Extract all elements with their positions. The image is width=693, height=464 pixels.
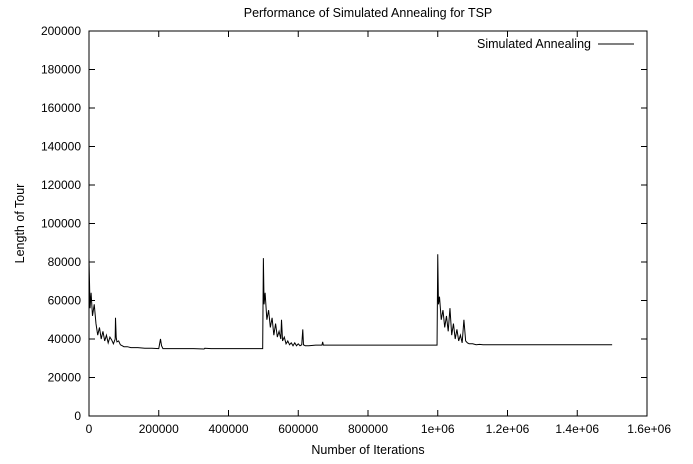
x-tick-label: 800000 [348, 422, 388, 436]
y-tick-label: 0 [74, 409, 81, 423]
chart-title: Performance of Simulated Annealing for T… [244, 6, 493, 20]
y-tick-label: 140000 [41, 140, 81, 154]
y-tick-label: 160000 [41, 101, 81, 115]
x-tick-label: 1.2e+06 [486, 422, 530, 436]
x-tick-label: 400000 [208, 422, 248, 436]
x-tick-label: 1e+06 [421, 422, 455, 436]
y-tick-label: 40000 [48, 332, 82, 346]
y-tick-label: 180000 [41, 63, 81, 77]
y-tick-label: 80000 [48, 255, 82, 269]
x-tick-label: 1.6e+06 [627, 422, 671, 436]
y-tick-label: 200000 [41, 24, 81, 38]
x-axis-ticks: 0 200000 400000 600000 800000 1e+06 1.2e+06 1.4… [86, 31, 671, 436]
plot-frame [88, 30, 648, 417]
y-tick-label: 60000 [48, 294, 82, 308]
legend: Simulated Annealing [477, 37, 634, 51]
x-tick-label: 0 [86, 422, 93, 436]
series-layer [88, 254, 613, 350]
y-axis-ticks: 0 20000 40000 60000 80000 100000 120000 140000 1… [41, 24, 647, 423]
y-tick-label: 120000 [41, 178, 81, 192]
series-line-simulated-annealing [88, 254, 613, 350]
legend-label: Simulated Annealing [477, 37, 591, 51]
x-axis-label: Number of Iterations [311, 443, 424, 457]
x-tick-label: 1.4e+06 [555, 422, 599, 436]
x-tick-label: 200000 [139, 422, 179, 436]
y-tick-label: 20000 [48, 371, 82, 385]
y-tick-label: 100000 [41, 217, 81, 231]
x-tick-label: 600000 [278, 422, 318, 436]
y-axis-label: Length of Tour [13, 184, 27, 264]
